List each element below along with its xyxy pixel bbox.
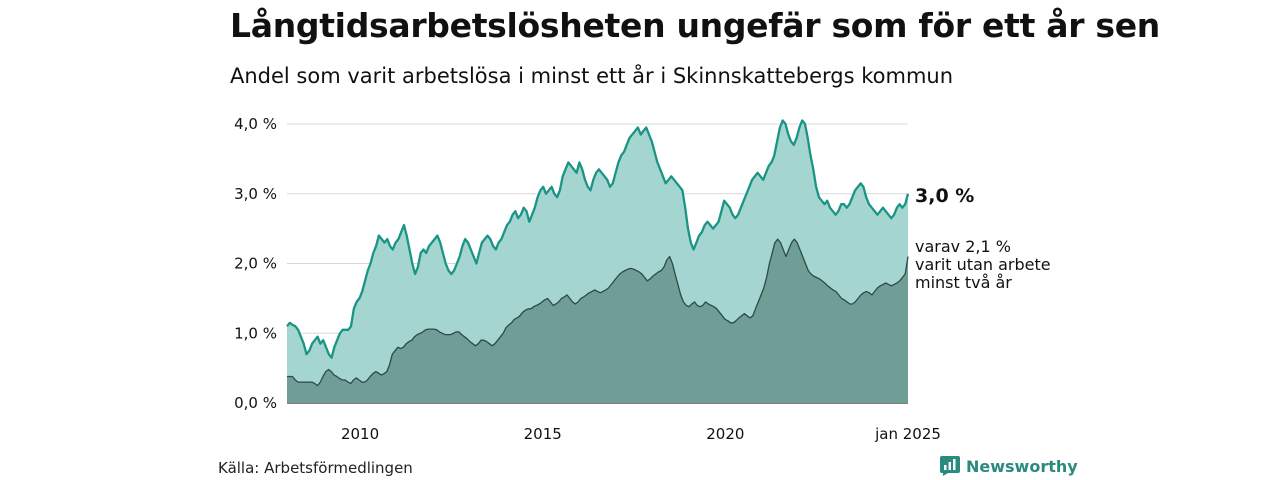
x-tick-label: 2015 [524, 425, 562, 443]
newsworthy-logo-icon [940, 456, 960, 476]
brand-name: Newsworthy [966, 456, 1078, 476]
y-tick-label: 1,0 % [234, 324, 277, 342]
chart-areas [286, 119, 910, 403]
x-tick-label: 2010 [341, 425, 379, 443]
x-tick-label: jan 2025 [874, 425, 941, 443]
y-tick-label: 4,0 % [234, 115, 277, 133]
y-tick-label: 0,0 % [234, 394, 277, 412]
series-min-tva-ar-area [287, 239, 908, 403]
y-tick-label: 3,0 % [234, 185, 277, 203]
series2-end-label: minst två år [915, 273, 1012, 292]
x-tick-label: 2020 [706, 425, 744, 443]
x-axis-ticks: 2010 2015 2020 jan 2025 [341, 425, 941, 443]
source-note: Källa: Arbetsförmedlingen [218, 459, 413, 477]
chart-title: Långtidsarbetslösheten ungefär som för e… [230, 6, 1160, 45]
brand-logo[interactable]: Newsworthy [940, 456, 1078, 476]
series-min-ett-ar-line [286, 119, 910, 359]
y-axis-ticks: 0,0 % 1,0 % 2,0 % 3,0 % 4,0 % [234, 115, 277, 412]
y-tick-label: 2,0 % [234, 255, 277, 273]
series2-end-label: varav 2,1 % [915, 237, 1011, 256]
series1-end-label: 3,0 % [915, 185, 974, 207]
chart-subtitle: Andel som varit arbetslösa i minst ett å… [230, 64, 954, 88]
series-min-tva-ar-line [287, 238, 909, 387]
series2-end-label: varit utan arbete [915, 255, 1051, 274]
